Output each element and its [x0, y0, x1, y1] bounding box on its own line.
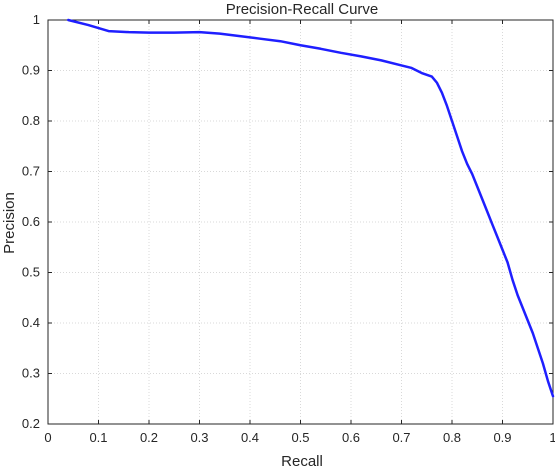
precision-recall-line — [66, 18, 555, 398]
y-tick-label: 0.4 — [22, 315, 40, 330]
tick-labels: 0 0.1 0.2 0.3 0.4 0.5 0.6 0.7 0.8 0.9 1 0.2 0.3 0.4 0.… — [22, 12, 555, 445]
grid-lines — [47, 19, 554, 425]
x-tick-label: 0.6 — [342, 430, 360, 445]
y-tick-label: 0.6 — [22, 214, 40, 229]
y-tick-label: 1 — [33, 12, 40, 27]
axes — [47, 19, 554, 425]
x-tick-label: 0.7 — [392, 430, 410, 445]
y-tick-label: 0.9 — [22, 63, 40, 78]
x-tick-label: 0.4 — [241, 430, 259, 445]
x-tick-label: 1 — [549, 430, 555, 445]
y-tick-label: 0.8 — [22, 113, 40, 128]
y-tick-label: 0.3 — [22, 366, 40, 381]
series-layer — [66, 18, 555, 398]
plot-frame — [47, 19, 554, 425]
chart-title: Precision-Recall Curve — [226, 1, 379, 18]
y-tick-label: 0.7 — [22, 164, 40, 179]
x-tick-label: 0.9 — [493, 430, 511, 445]
x-tick-label: 0.3 — [190, 430, 208, 445]
y-tick-label: 0.2 — [22, 416, 40, 431]
x-tick-label: 0.1 — [89, 430, 107, 445]
x-axis-label: Recall — [281, 453, 323, 470]
x-tick-label: 0.2 — [140, 430, 158, 445]
y-tick-label: 0.5 — [22, 265, 40, 280]
x-tick-label: 0.8 — [443, 430, 461, 445]
x-tick-label: 0 — [44, 430, 51, 445]
y-axis-label: Precision — [1, 192, 18, 254]
x-tick-label: 0.5 — [291, 430, 309, 445]
